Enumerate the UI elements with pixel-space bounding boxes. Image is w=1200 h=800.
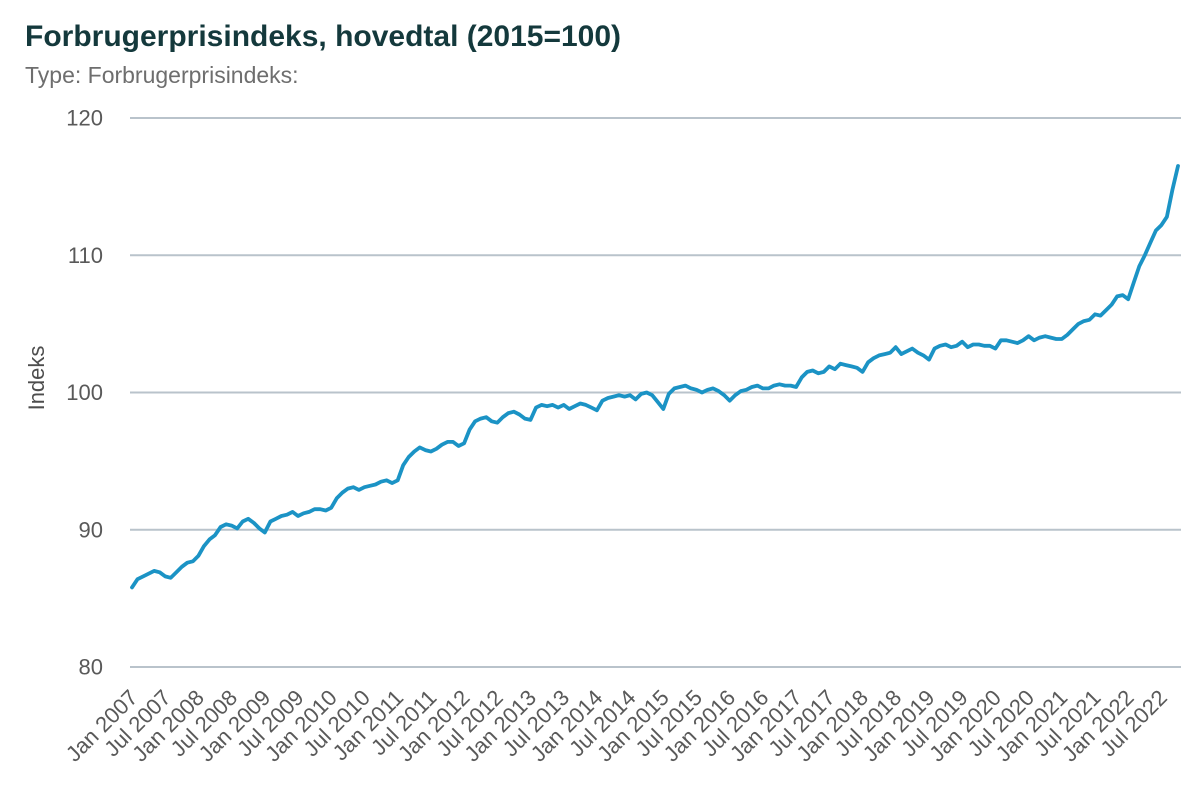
data-series (130, 164, 1180, 590)
y-axis-title: Indeks (24, 346, 49, 411)
series-line (130, 164, 1180, 590)
y-axis-title-label: Indeks (24, 346, 49, 411)
chart-title: Forbrugerprisindeks, hovedtal (2015=100) (25, 20, 622, 53)
y-tick-label: 110 (68, 243, 103, 268)
y-tick-label: 120 (66, 106, 103, 131)
chart-subtitle: Type: Forbrugerprisindeks: (25, 62, 299, 88)
y-tick-label: 100 (66, 380, 103, 405)
y-tick-label: 90 (79, 517, 103, 542)
gridlines (130, 117, 1181, 668)
y-tick-label: 80 (79, 655, 103, 680)
y-axis-tick-labels: 80 90 100 110 120 (66, 106, 103, 680)
